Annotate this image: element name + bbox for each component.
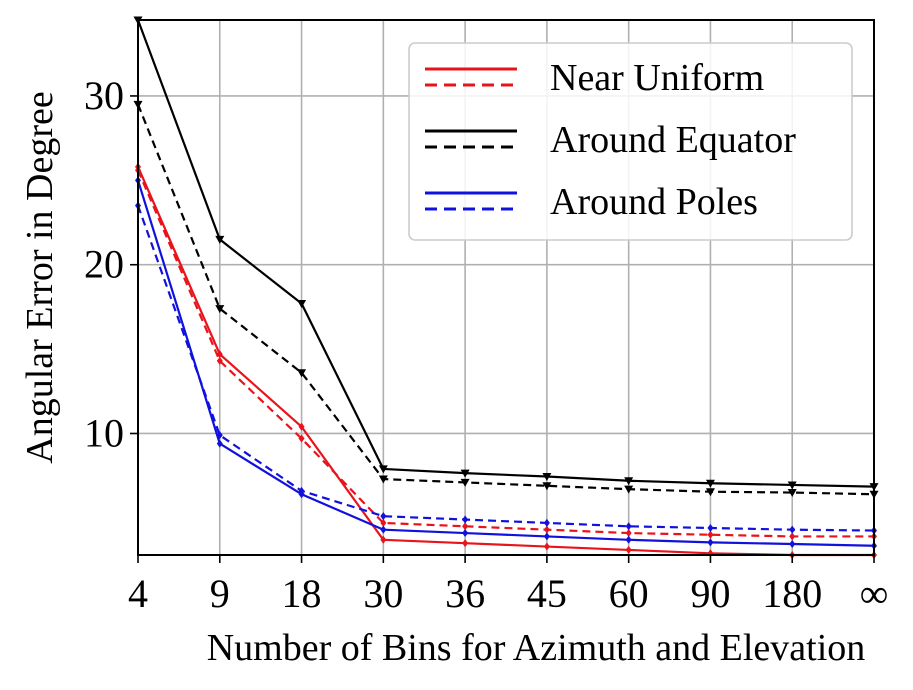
x-tick-label: 45 [527, 571, 567, 616]
x-axis-label: Number of Bins for Azimuth and Elevation [207, 627, 866, 669]
data-point [542, 482, 552, 491]
x-tick-label: 4 [128, 571, 148, 616]
data-point [216, 431, 223, 440]
x-tick-label: 18 [282, 571, 322, 616]
legend-box [408, 42, 853, 241]
y-tick-label: 10 [84, 410, 124, 455]
data-point [380, 512, 387, 521]
x-axis-ticks: 4 9 18 30 36 45 60 90 180 ∞ [128, 555, 888, 616]
data-point [625, 529, 632, 538]
data-point [216, 350, 223, 359]
series-line-2 [136, 19, 875, 488]
y-axis-label: Angular Error in Degree [19, 91, 61, 463]
data-point [787, 489, 797, 498]
data-point [543, 525, 550, 534]
series-line-1 [136, 169, 874, 538]
x-tick-label: 9 [210, 571, 230, 616]
data-point [215, 305, 225, 314]
data-point [378, 465, 388, 474]
data-point [298, 422, 305, 431]
data-point [625, 522, 632, 531]
data-point [378, 475, 388, 484]
x-tick-label: 36 [445, 571, 485, 616]
x-tick-label: 60 [609, 571, 649, 616]
x-tick-label: 30 [363, 571, 403, 616]
data-point [297, 300, 307, 309]
data-point [707, 523, 714, 532]
data-point [705, 488, 715, 497]
data-point [625, 535, 632, 544]
data-point [216, 356, 223, 365]
data-point [789, 525, 796, 534]
x-tick-label: ∞ [860, 571, 889, 616]
data-point [380, 518, 387, 527]
data-point [215, 235, 225, 244]
data-point [460, 478, 470, 487]
data-point [789, 540, 796, 549]
series-line-4 [136, 180, 875, 547]
legend: Near Uniform Around Equator Around Poles [408, 42, 853, 241]
data-point [543, 518, 550, 527]
legend-label: Near Uniform [550, 57, 764, 99]
markers-layer [133, 16, 879, 559]
data-point [462, 539, 469, 548]
data-point [787, 481, 797, 490]
data-point [707, 538, 714, 547]
series-line-5 [136, 205, 875, 532]
data-point [298, 434, 305, 443]
data-point [624, 477, 634, 486]
data-point [707, 530, 714, 539]
data-point [298, 486, 305, 495]
plot-frame [137, 19, 875, 556]
data-point [705, 479, 715, 488]
data-point [625, 545, 632, 554]
data-point [462, 515, 469, 524]
data-point [216, 439, 223, 448]
y-tick-label: 20 [84, 242, 124, 287]
data-point [380, 525, 387, 534]
series-line-3 [136, 103, 875, 496]
data-point [462, 529, 469, 538]
data-point [460, 469, 470, 478]
data-point [543, 532, 550, 541]
data-point [462, 522, 469, 531]
data-point [297, 369, 307, 378]
legend-label: Around Equator [550, 119, 796, 161]
legend-label: Around Poles [550, 181, 758, 223]
y-tick-label: 30 [84, 73, 124, 118]
y-axis-ticks: 10 20 30 [84, 73, 138, 455]
data-point [543, 542, 550, 551]
x-tick-label: 90 [690, 571, 730, 616]
data-point [624, 485, 634, 494]
data-point [542, 473, 552, 482]
data-point [380, 535, 387, 544]
x-tick-label: 180 [762, 571, 822, 616]
data-point [789, 532, 796, 541]
